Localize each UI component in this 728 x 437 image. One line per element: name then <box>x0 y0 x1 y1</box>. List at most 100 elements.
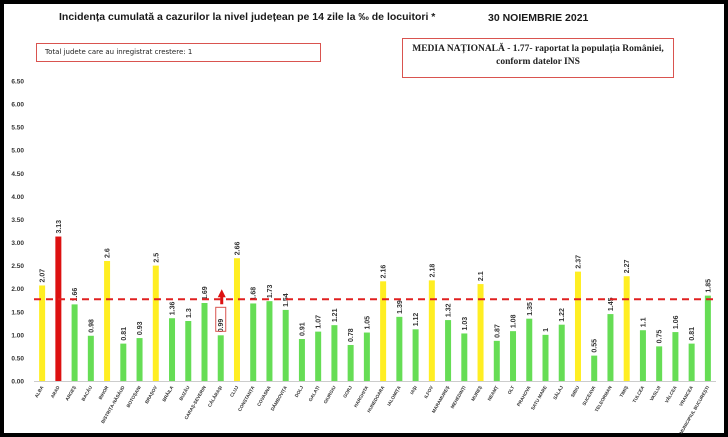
category-label: BUZĂU <box>177 384 191 402</box>
bar-prahova <box>526 318 533 381</box>
y-tick-label: 0.00 <box>11 379 24 386</box>
bar-harghita <box>363 332 370 381</box>
category-label: GALAȚI <box>308 385 321 402</box>
category-label: BACĂU <box>80 384 94 402</box>
value-label: 3.13 <box>56 220 63 234</box>
bar-brașov <box>152 265 159 381</box>
category-label: SUCEAVA <box>581 384 597 406</box>
value-label: 2.1 <box>478 271 485 281</box>
bar-iași <box>412 329 419 381</box>
value-label: 2.37 <box>575 255 582 269</box>
bar-botoșani <box>136 338 143 381</box>
increase-box <box>215 306 227 332</box>
category-label: VÂLCEA <box>663 384 678 404</box>
y-tick-label: 4.50 <box>11 171 24 178</box>
value-label: 0.87 <box>494 324 501 338</box>
value-label: 0.81 <box>689 327 696 341</box>
bar-sibiu <box>574 271 581 381</box>
value-label: 1.05 <box>364 316 371 330</box>
value-label: 1.21 <box>332 308 339 322</box>
category-label: BOTOȘANI <box>125 385 142 409</box>
national-average-line2: conform datelor INS <box>496 57 580 67</box>
value-label: 1.85 <box>705 279 712 293</box>
bar-gorj <box>347 345 354 381</box>
value-label: 0.99 <box>218 319 225 333</box>
value-label: 2.6 <box>105 248 112 258</box>
increase-count-note: Total judete care au inregistrat crester… <box>36 43 321 62</box>
y-tick-label: 3.00 <box>11 240 24 247</box>
bar-suceava <box>591 355 598 381</box>
bar-argeș <box>71 304 78 381</box>
bar-constanța <box>250 303 257 381</box>
value-label: 1.1 <box>640 317 647 327</box>
category-label: MUNICIPIUL BUCUREȘTI <box>679 385 712 435</box>
chart-title: Incidența cumulată a cazurilor la nivel … <box>59 11 436 23</box>
bar-mehedinți <box>461 333 468 381</box>
category-label: ARGEȘ <box>64 385 77 402</box>
bar-buzău <box>185 321 192 381</box>
category-label: NEAMȚ <box>487 385 500 402</box>
y-tick-label: 1.00 <box>11 332 24 339</box>
national-average-line1: MEDIA NAȚIONALĂ - 1.77- raportat la popu… <box>412 44 664 54</box>
bar-cluj <box>233 258 240 381</box>
category-label: COVASNA <box>256 384 272 407</box>
category-label: HARGHITA <box>353 384 370 408</box>
value-label: 1.68 <box>251 287 258 301</box>
value-label: 0.55 <box>592 339 599 353</box>
bar-neamț <box>493 340 500 381</box>
y-tick-label: 5.50 <box>11 125 24 132</box>
bar-arad <box>55 236 62 381</box>
value-label: 1.39 <box>397 300 404 314</box>
bar-municipiul-bucurești <box>704 295 711 381</box>
category-label: SIBIU <box>570 384 581 398</box>
category-label: IAȘI <box>409 385 419 396</box>
value-label: 2.5 <box>153 253 160 263</box>
bar-alba <box>39 285 46 381</box>
value-label: 0.75 <box>657 330 664 344</box>
category-label: TELEORMAN <box>594 384 613 412</box>
bar-timiș <box>623 276 630 381</box>
bar-dâmbovița <box>282 309 289 381</box>
value-label: 0.81 <box>121 327 128 341</box>
bar-ilfov <box>428 280 435 381</box>
bar-călărași <box>217 335 224 381</box>
value-label: 1.36 <box>170 301 177 315</box>
bar-vaslui <box>656 346 663 381</box>
bar-ialomița <box>396 316 403 381</box>
bar-hunedoara <box>380 281 387 381</box>
category-label: DÂMBOVIȚA <box>269 384 288 412</box>
value-label: 0.93 <box>137 321 144 335</box>
value-label: 2.18 <box>429 264 436 278</box>
bar-teleorman <box>607 314 614 381</box>
category-label: OLT <box>507 385 516 395</box>
bar-mureș <box>477 284 484 381</box>
value-label: 1.69 <box>202 286 209 300</box>
value-label: 1.45 <box>608 297 615 311</box>
category-label: ILFOV <box>423 384 435 399</box>
value-label: 1.3 <box>186 308 193 318</box>
category-label: PRAHOVA <box>516 384 532 407</box>
category-label: CLUJ <box>229 385 240 398</box>
bar-vrancea <box>688 343 695 381</box>
value-label: 1.32 <box>446 303 453 317</box>
category-label: HUNEDOARA <box>366 384 386 413</box>
y-tick-label: 5.00 <box>11 148 24 155</box>
value-label: 2.07 <box>40 269 47 283</box>
value-label: 2.16 <box>381 265 388 279</box>
category-label: BRĂILA <box>161 384 175 403</box>
category-label: BIHOR <box>98 384 110 400</box>
value-label: 1.12 <box>413 313 420 327</box>
bar-bihor <box>104 261 111 381</box>
category-label: DOLJ <box>294 385 305 398</box>
category-label: CĂLĂRAȘI <box>206 385 224 409</box>
category-label: MEHEDINȚI <box>450 385 467 409</box>
increase-arrow-icon <box>217 289 226 305</box>
value-label: 1.73 <box>267 284 274 298</box>
y-tick-label: 3.50 <box>11 217 24 224</box>
y-tick-label: 2.00 <box>11 286 24 293</box>
bar-sălaj <box>558 324 565 381</box>
category-label: BRAȘOV <box>144 384 159 405</box>
category-label: GIURGIU <box>323 384 337 404</box>
bar-vâlcea <box>672 332 679 381</box>
bar-brăila <box>169 318 176 381</box>
